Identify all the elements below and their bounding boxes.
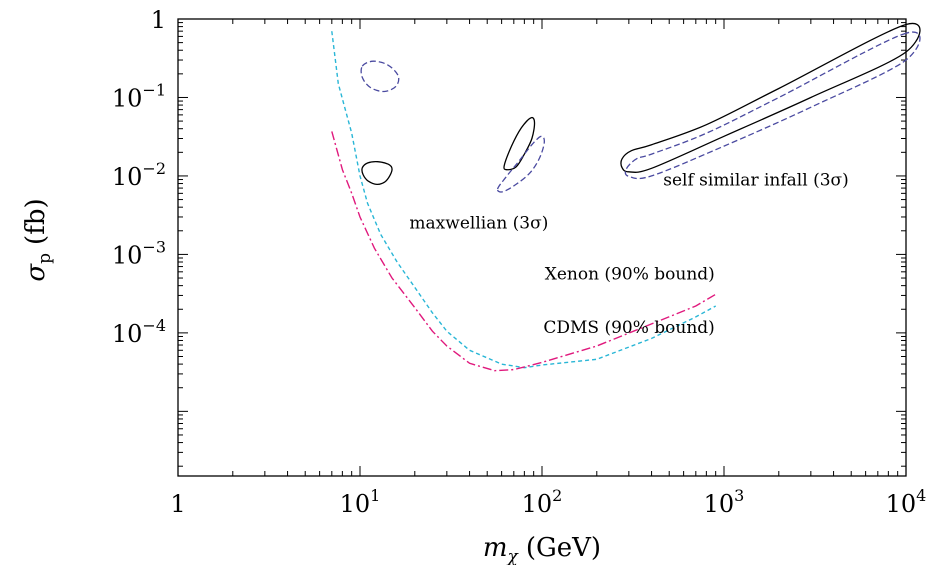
y-axis-title: σp(fb) [21, 198, 55, 281]
maxwellian-contour-dashed [360, 60, 400, 93]
y-axis-title-group: σp(fb) [21, 198, 55, 281]
x-tick-label: 1 [170, 490, 185, 518]
annotation-label: self similar infall (3σ) [663, 170, 849, 190]
self-similar-infall-contour-solid [620, 22, 921, 173]
x-axis-title: mχ (GeV) [483, 533, 601, 565]
annotation-label: maxwellian (3σ) [409, 213, 548, 233]
annotation-label: CDMS (90% bound) [543, 318, 714, 338]
x-tick-label: 102 [522, 486, 563, 518]
x-tick-label: 103 [704, 486, 745, 518]
series-xenon [331, 131, 717, 372]
y-tick-label: 1 [151, 6, 166, 34]
maxwellian-contour-solid [503, 116, 536, 171]
series-cdms [331, 31, 717, 369]
annotation-label: Xenon (90% bound) [545, 264, 715, 284]
y-tick-label: 10−3 [112, 237, 166, 269]
y-tick-label: 10−4 [112, 316, 166, 348]
x-tick-label: 101 [340, 486, 381, 518]
series-layer [331, 31, 717, 372]
maxwellian-contour-dashed [496, 135, 545, 193]
maxwellian-contour-solid [361, 161, 393, 186]
tick-marks [177, 19, 906, 476]
regions-layer [360, 22, 921, 193]
x-tick-label: 104 [886, 486, 927, 518]
y-tick-labels: 1 10−1 10−2 10−3 10−4 [112, 6, 166, 348]
y-tick-label: 10−2 [112, 159, 166, 191]
annotations: self similar infall (3σ) maxwellian (3σ) X… [409, 170, 848, 338]
self-similar-infall-contour-dashed [624, 31, 921, 180]
y-tick-label: 10−1 [112, 81, 166, 113]
x-tick-labels: 1 101 102 103 104 [170, 486, 926, 518]
